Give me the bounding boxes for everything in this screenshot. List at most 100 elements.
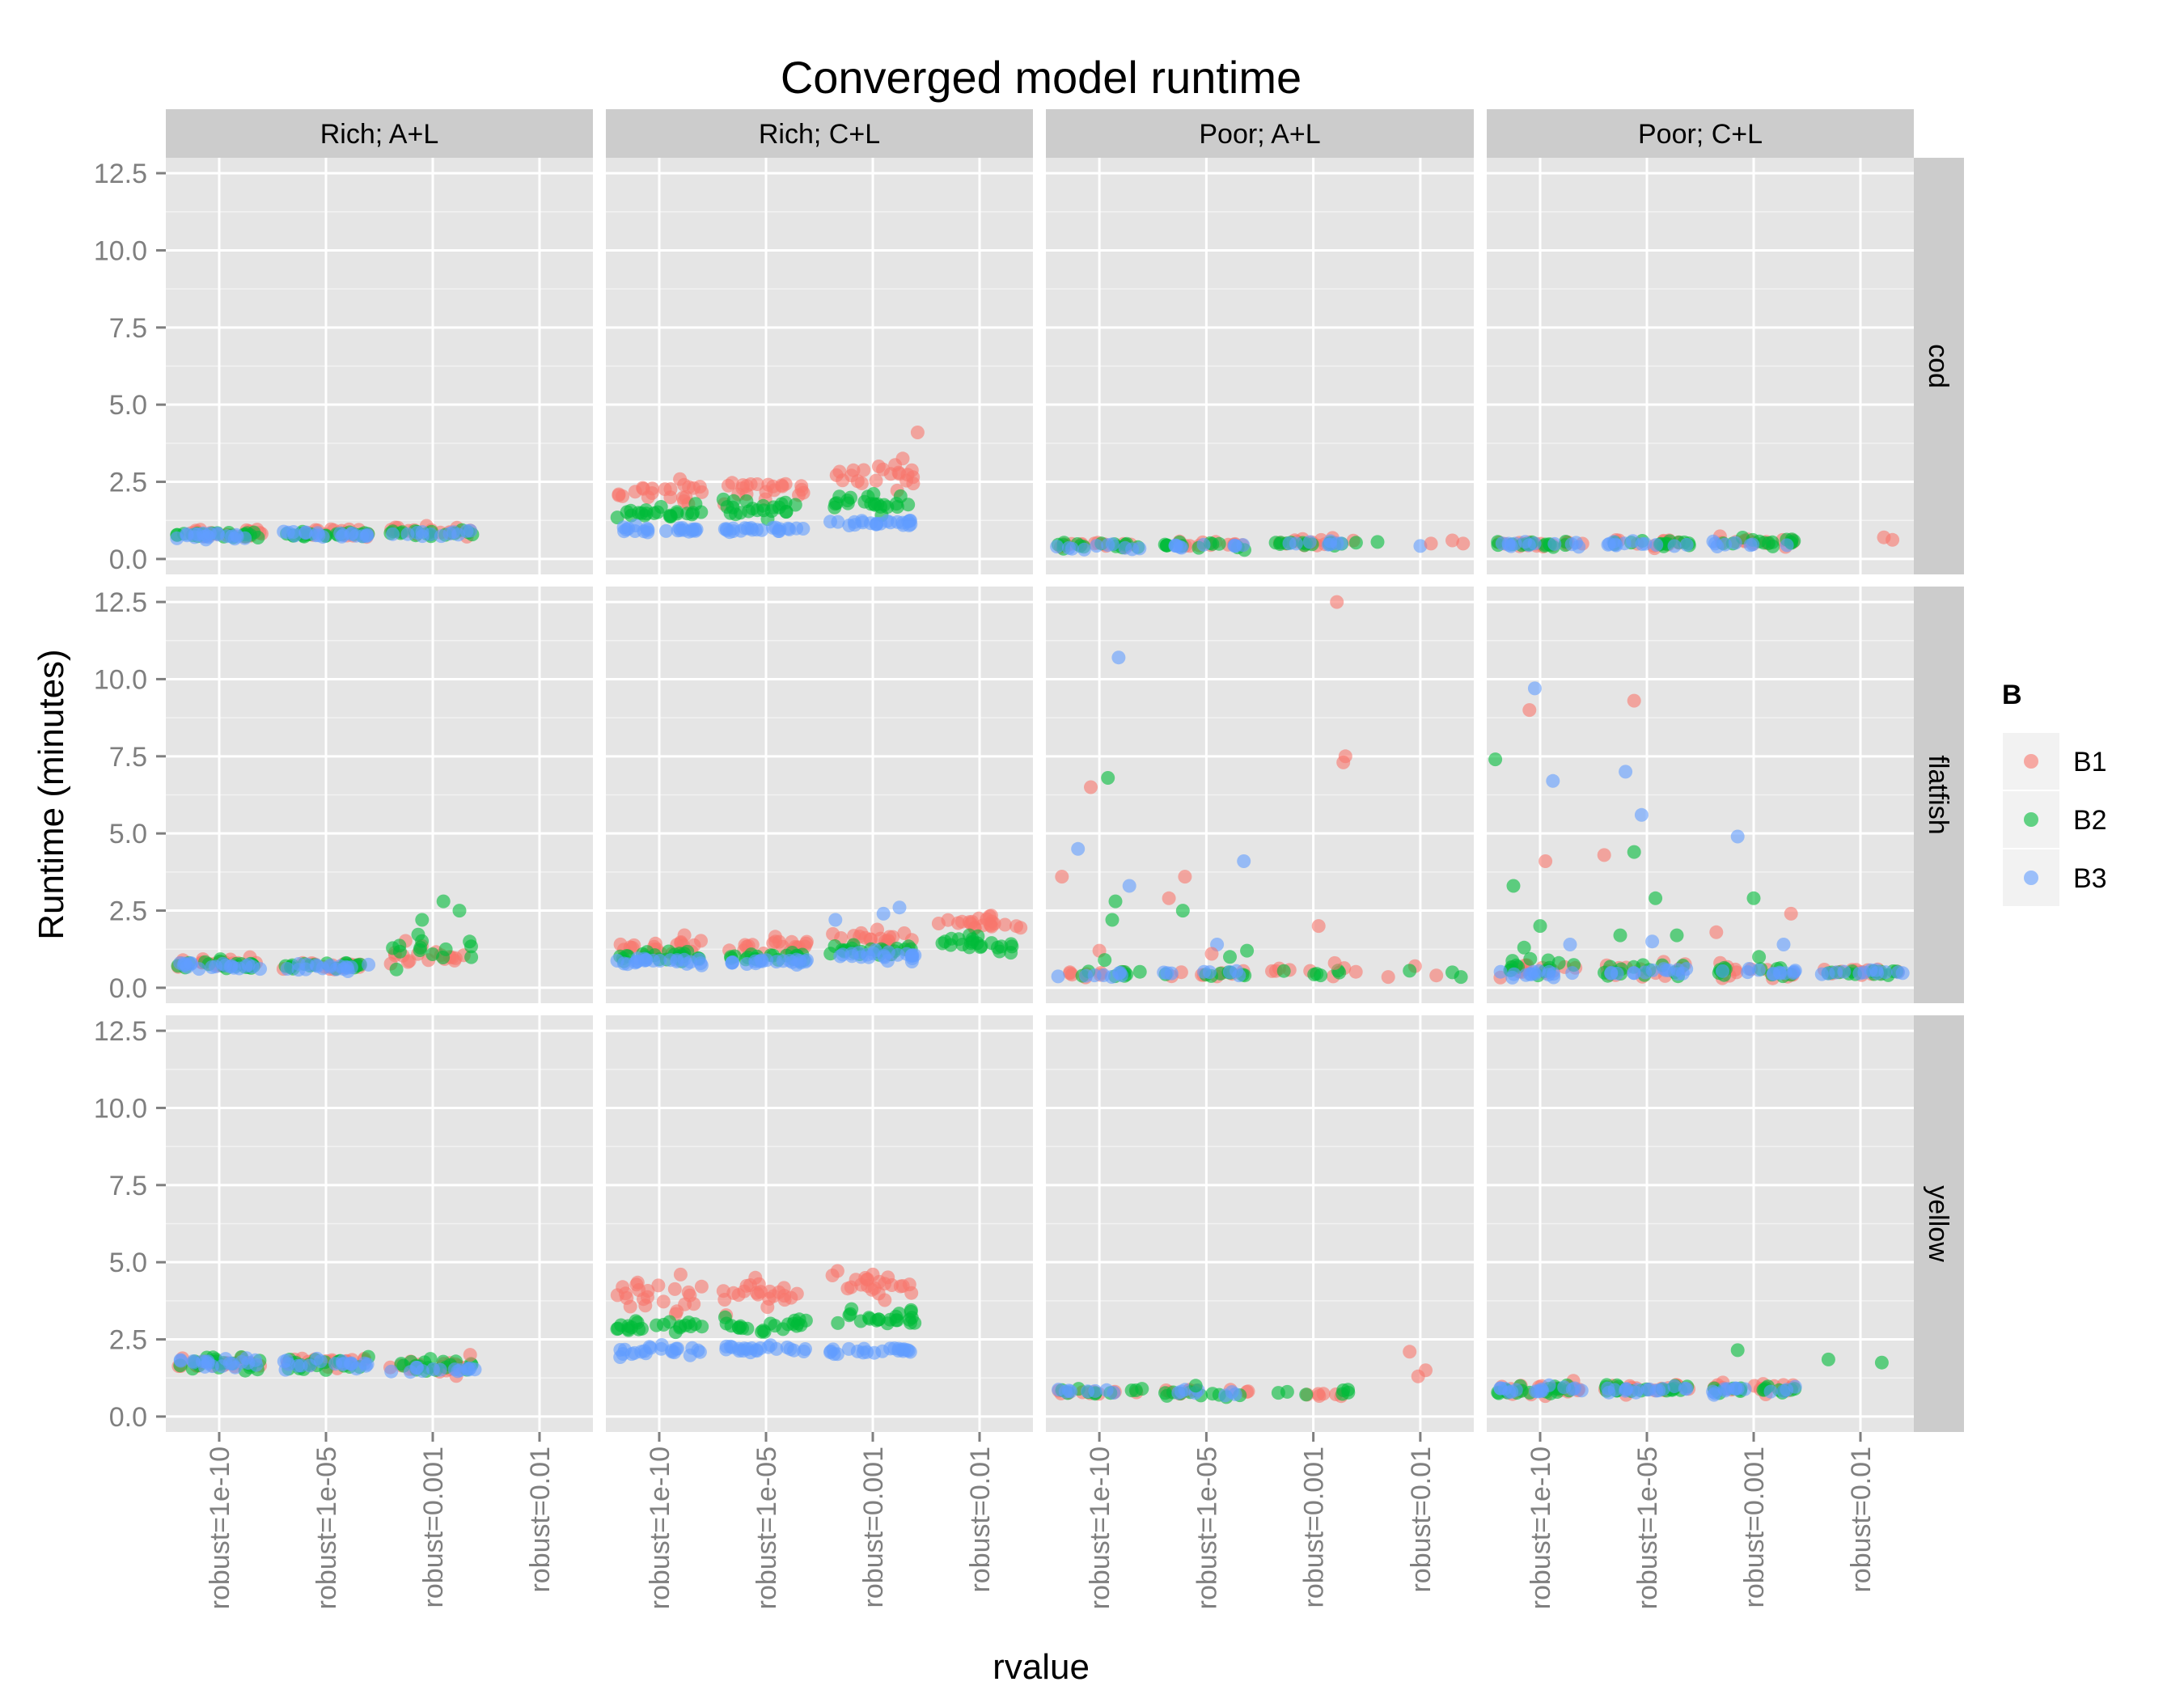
data-point-b3 xyxy=(434,529,448,544)
data-point-b2 xyxy=(436,894,451,909)
data-point-b3 xyxy=(848,518,862,532)
data-point-b1 xyxy=(1330,595,1344,609)
data-point-b3 xyxy=(1628,1385,1643,1400)
data-point-b2 xyxy=(831,1315,845,1330)
data-point-b3 xyxy=(616,520,631,535)
data-point-b1 xyxy=(628,485,642,499)
facet-panel xyxy=(1487,1015,1914,1432)
data-point-b2 xyxy=(688,1317,702,1332)
data-point-b1 xyxy=(893,1279,908,1294)
data-point-b3 xyxy=(230,529,244,544)
data-point-b3 xyxy=(245,960,260,974)
data-point-b3 xyxy=(1776,938,1791,951)
data-point-b1 xyxy=(731,1288,746,1303)
data-point-b2 xyxy=(1205,1387,1220,1401)
data-point-b3 xyxy=(201,1354,215,1369)
row-strip-label: yellow xyxy=(1923,1185,1953,1262)
data-point-b3 xyxy=(1741,965,1755,980)
column-strip xyxy=(606,109,1033,158)
data-point-b2 xyxy=(1158,1386,1172,1400)
data-point-b3 xyxy=(1634,807,1649,822)
facet-panel xyxy=(1487,587,1914,1003)
x-tick-label: robust=0.001 xyxy=(418,1447,449,1608)
data-point-b3 xyxy=(679,956,694,971)
data-point-b3 xyxy=(1763,1384,1778,1399)
data-point-b1 xyxy=(854,476,869,490)
data-point-b2 xyxy=(776,1322,790,1337)
data-point-b2 xyxy=(866,487,881,501)
data-point-b1 xyxy=(629,1277,644,1292)
data-point-b3 xyxy=(719,1342,734,1357)
data-point-b3 xyxy=(1743,538,1758,553)
data-point-b3 xyxy=(384,1364,399,1379)
row-strip xyxy=(1914,1015,1964,1432)
data-point-b2 xyxy=(423,1352,438,1366)
data-point-b3 xyxy=(1237,854,1251,868)
data-point-b1 xyxy=(892,467,907,481)
data-point-b1 xyxy=(751,1287,765,1302)
data-point-b1 xyxy=(931,917,946,930)
data-point-b3 xyxy=(852,946,866,960)
data-point-b3 xyxy=(1171,1386,1186,1400)
chart-title: Converged model runtime xyxy=(781,52,1302,103)
data-point-b3 xyxy=(776,954,790,968)
data-point-b1 xyxy=(832,464,847,479)
data-point-b3 xyxy=(1061,540,1076,555)
data-point-b3 xyxy=(1528,967,1542,981)
data-point-b2 xyxy=(654,500,668,514)
column-strip-label: Poor; C+L xyxy=(1638,119,1763,150)
data-point-b2 xyxy=(955,938,970,951)
data-point-b2 xyxy=(902,1312,916,1327)
y-tick-label: 12.5 xyxy=(94,1016,147,1047)
data-point-b3 xyxy=(665,1343,679,1358)
legend-key-point xyxy=(2024,871,2038,885)
data-point-b3 xyxy=(613,1350,628,1364)
y-tick-label: 2.5 xyxy=(109,1325,147,1356)
data-point-b3 xyxy=(1657,962,1671,976)
y-tick-label: 0.0 xyxy=(109,544,147,575)
data-point-b3 xyxy=(311,528,326,543)
y-tick-label: 5.0 xyxy=(109,1248,147,1278)
data-point-b2 xyxy=(750,503,764,518)
data-point-b3 xyxy=(722,525,737,540)
data-point-b3 xyxy=(303,1358,317,1373)
y-tick-label: 0.0 xyxy=(109,973,147,1004)
data-point-b2 xyxy=(1613,928,1627,943)
column-strip xyxy=(1046,109,1474,158)
data-point-b3 xyxy=(1546,773,1560,788)
column-strip xyxy=(166,109,593,158)
data-point-b3 xyxy=(1077,542,1091,557)
data-point-b1 xyxy=(670,1304,684,1319)
data-point-b2 xyxy=(1533,919,1547,934)
x-tick-label: robust=1e-10 xyxy=(1526,1447,1556,1609)
data-point-b1 xyxy=(869,473,883,488)
data-point-b2 xyxy=(882,1312,897,1327)
data-point-b3 xyxy=(1649,538,1664,552)
data-point-b3 xyxy=(1197,964,1212,979)
data-point-b3 xyxy=(310,959,324,973)
data-point-b1 xyxy=(1429,968,1444,983)
x-tick-label: robust=0.001 xyxy=(858,1447,889,1608)
facet-panel xyxy=(606,1015,1033,1432)
data-point-b3 xyxy=(1574,1383,1589,1398)
x-tick-label: robust=1e-05 xyxy=(1632,1447,1663,1609)
data-point-b3 xyxy=(426,1362,440,1376)
data-point-b3 xyxy=(732,1344,747,1358)
data-point-b1 xyxy=(721,478,735,493)
legend-entry: B2 xyxy=(2001,790,2107,849)
data-point-b3 xyxy=(1710,540,1725,553)
data-point-b2 xyxy=(720,500,734,515)
legend-label: B1 xyxy=(2073,747,2107,777)
data-point-b2 xyxy=(1280,1384,1294,1399)
data-point-b1 xyxy=(641,1290,654,1304)
data-point-b3 xyxy=(654,1341,668,1356)
row-strip-label: cod xyxy=(1923,344,1953,388)
data-point-b3 xyxy=(823,515,837,529)
data-point-b3 xyxy=(789,958,804,972)
data-point-b2 xyxy=(464,950,479,964)
y-tick-label: 7.5 xyxy=(109,1171,147,1201)
data-point-b2 xyxy=(639,503,654,518)
data-point-b2 xyxy=(386,941,400,955)
data-point-b3 xyxy=(1721,1382,1735,1396)
